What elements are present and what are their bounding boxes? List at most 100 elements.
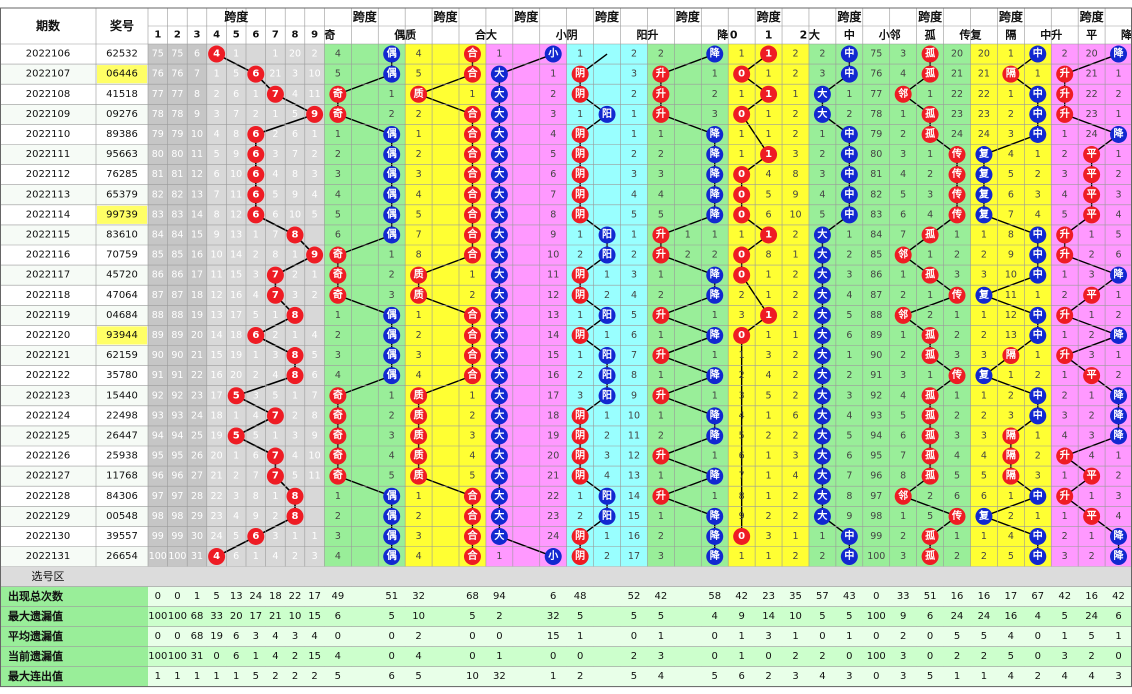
group-ball-label: 隔 (1006, 470, 1016, 482)
group-ball-label: 奇 (333, 87, 343, 100)
group-omission: 1 (1035, 149, 1041, 160)
stat-value: 2 (792, 651, 798, 662)
digit-omission: 5 (253, 310, 259, 321)
prize-number: 70759 (106, 250, 138, 261)
digit-cell (206, 84, 227, 105)
group-omission: 1 (1035, 511, 1041, 522)
group-ball-label: 奇 (333, 449, 343, 462)
group-ball-label: 邻 (898, 248, 908, 261)
group-ball (1110, 427, 1128, 445)
group-ball-label: 升 (656, 449, 666, 462)
digit-cell (304, 365, 325, 386)
group-ball (975, 507, 993, 525)
group-ball-label: 大 (494, 207, 504, 220)
group-omission: 4 (604, 471, 610, 482)
group-omission: 5 (416, 69, 422, 80)
group-omission: 12 (547, 290, 559, 301)
stat-value: 2 (765, 671, 771, 682)
period-label: 2022129 (26, 511, 71, 522)
stat-bg (148, 586, 1132, 607)
digit-omission: 84 (171, 229, 183, 240)
group-omission: 98 (870, 511, 882, 522)
group-ball (706, 45, 724, 63)
digit-cell (187, 104, 207, 125)
group-ball (410, 286, 428, 304)
group-col-header: 升 (1051, 28, 1062, 42)
digit-cell (167, 486, 188, 507)
group-omission: 6 (739, 451, 745, 462)
group-omission: 1 (1089, 229, 1095, 240)
group-ball (1056, 306, 1074, 324)
group-omission: 2 (631, 49, 637, 60)
group-ball-label: 阴 (575, 429, 585, 441)
group-ball (329, 447, 347, 465)
digit-omission: 26 (191, 451, 203, 462)
digit-omission: 94 (171, 430, 183, 441)
group-ball-label: 降 (710, 47, 721, 60)
digit-omission: 17 (211, 390, 223, 401)
stat-value: 24 (249, 591, 262, 602)
digit-cell (206, 506, 227, 527)
group-ball (1056, 65, 1074, 83)
stat-value: 5 (253, 671, 259, 682)
group-ball-label: 大 (494, 388, 504, 401)
group-ball (921, 527, 939, 545)
digit-cell (226, 345, 246, 366)
stat-value: 0 (469, 631, 475, 642)
group-ball-label: 升 (656, 308, 666, 321)
group-ball (1029, 266, 1047, 284)
group-omission: 3 (954, 430, 960, 441)
group-ball (463, 146, 481, 164)
select-row[interactable] (0, 566, 1132, 587)
group-ball (383, 45, 401, 63)
group-ball-label: 平 (1087, 168, 1097, 180)
digit-omission: 16 (191, 250, 203, 261)
stat-value: 1 (155, 671, 161, 682)
span-ball-label: 4 (213, 49, 220, 60)
group-ball-label: 中 (844, 529, 854, 542)
group-omission: 1 (658, 410, 664, 421)
group-ball-label: 合 (466, 167, 478, 180)
digit-cell (265, 44, 286, 65)
digit-cell (265, 184, 286, 205)
group-col-header: 平 (1086, 29, 1097, 42)
row-bg (0, 184, 148, 205)
stat-value: 5 (819, 611, 825, 622)
group-ball-label: 大 (817, 227, 827, 240)
group-ball (490, 125, 508, 143)
group-omission: 1 (712, 310, 718, 321)
group-ball-label: 大 (817, 107, 827, 120)
group-omission: 1 (577, 229, 583, 240)
group-ball-label: 质 (414, 288, 424, 301)
group-omission: 3 (469, 430, 475, 441)
digit-omission: 11 (309, 471, 321, 482)
group-ball (652, 306, 670, 324)
stat-value: 3 (1115, 671, 1121, 682)
group-omission: 1 (335, 129, 341, 140)
group-ball (733, 166, 751, 184)
group-omission: 1 (927, 149, 933, 160)
group-omission: 6 (631, 330, 637, 341)
group-omission: 2 (1035, 451, 1041, 462)
group-omission: 23 (951, 109, 963, 120)
stat-value: 4 (272, 631, 278, 642)
digit-omission: 4 (253, 410, 259, 421)
stat-value: 3 (900, 671, 906, 682)
prize-number: 26654 (106, 551, 138, 562)
group-ball (813, 286, 831, 304)
group-ball (571, 125, 589, 143)
digit-omission: 3 (312, 169, 318, 180)
digit-cell (206, 124, 227, 145)
prize-number: 22498 (106, 410, 138, 421)
group-omission: 84 (870, 229, 882, 240)
stat-value: 0 (155, 631, 161, 642)
group-ball (1083, 467, 1101, 485)
group-omission: 96 (870, 471, 882, 482)
group-ball (760, 226, 778, 244)
digit-omission: 6 (214, 169, 220, 180)
group-ball (813, 246, 831, 264)
digit-omission: 2 (214, 89, 220, 100)
group-omission: 1 (658, 270, 664, 281)
group-ball (383, 367, 401, 385)
group-ball-label: 降 (710, 288, 721, 301)
